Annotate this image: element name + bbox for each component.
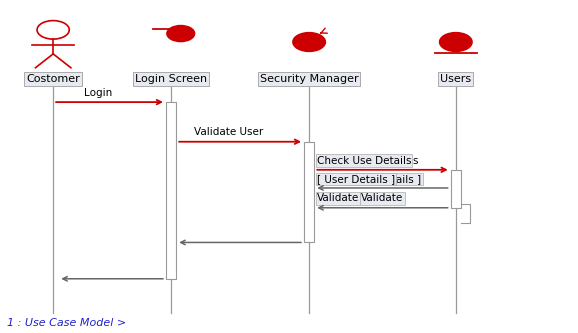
Text: Users: Users [440,74,472,84]
Text: Check Use Details: Check Use Details [324,156,418,166]
Circle shape [440,33,472,51]
Text: [ User Details ]: [ User Details ] [343,174,421,184]
Text: Login Screen: Login Screen [135,74,207,84]
Bar [451,170,461,208]
Circle shape [167,26,194,41]
Text: Costomer: Costomer [26,74,80,84]
Text: Validate User: Validate User [194,128,263,138]
Text: 1 : Use Case Model >: 1 : Use Case Model > [7,318,127,328]
Circle shape [293,33,325,51]
Text: Login: Login [84,88,112,98]
Text: Security Manager: Security Manager [260,74,358,84]
Text: Validate: Validate [317,193,359,203]
Text: Validate: Validate [361,193,403,203]
Bar [304,142,314,242]
Bar [166,102,176,279]
Text: Check Use Details: Check Use Details [317,156,411,166]
Text: [ User Details ]: [ User Details ] [317,174,395,184]
